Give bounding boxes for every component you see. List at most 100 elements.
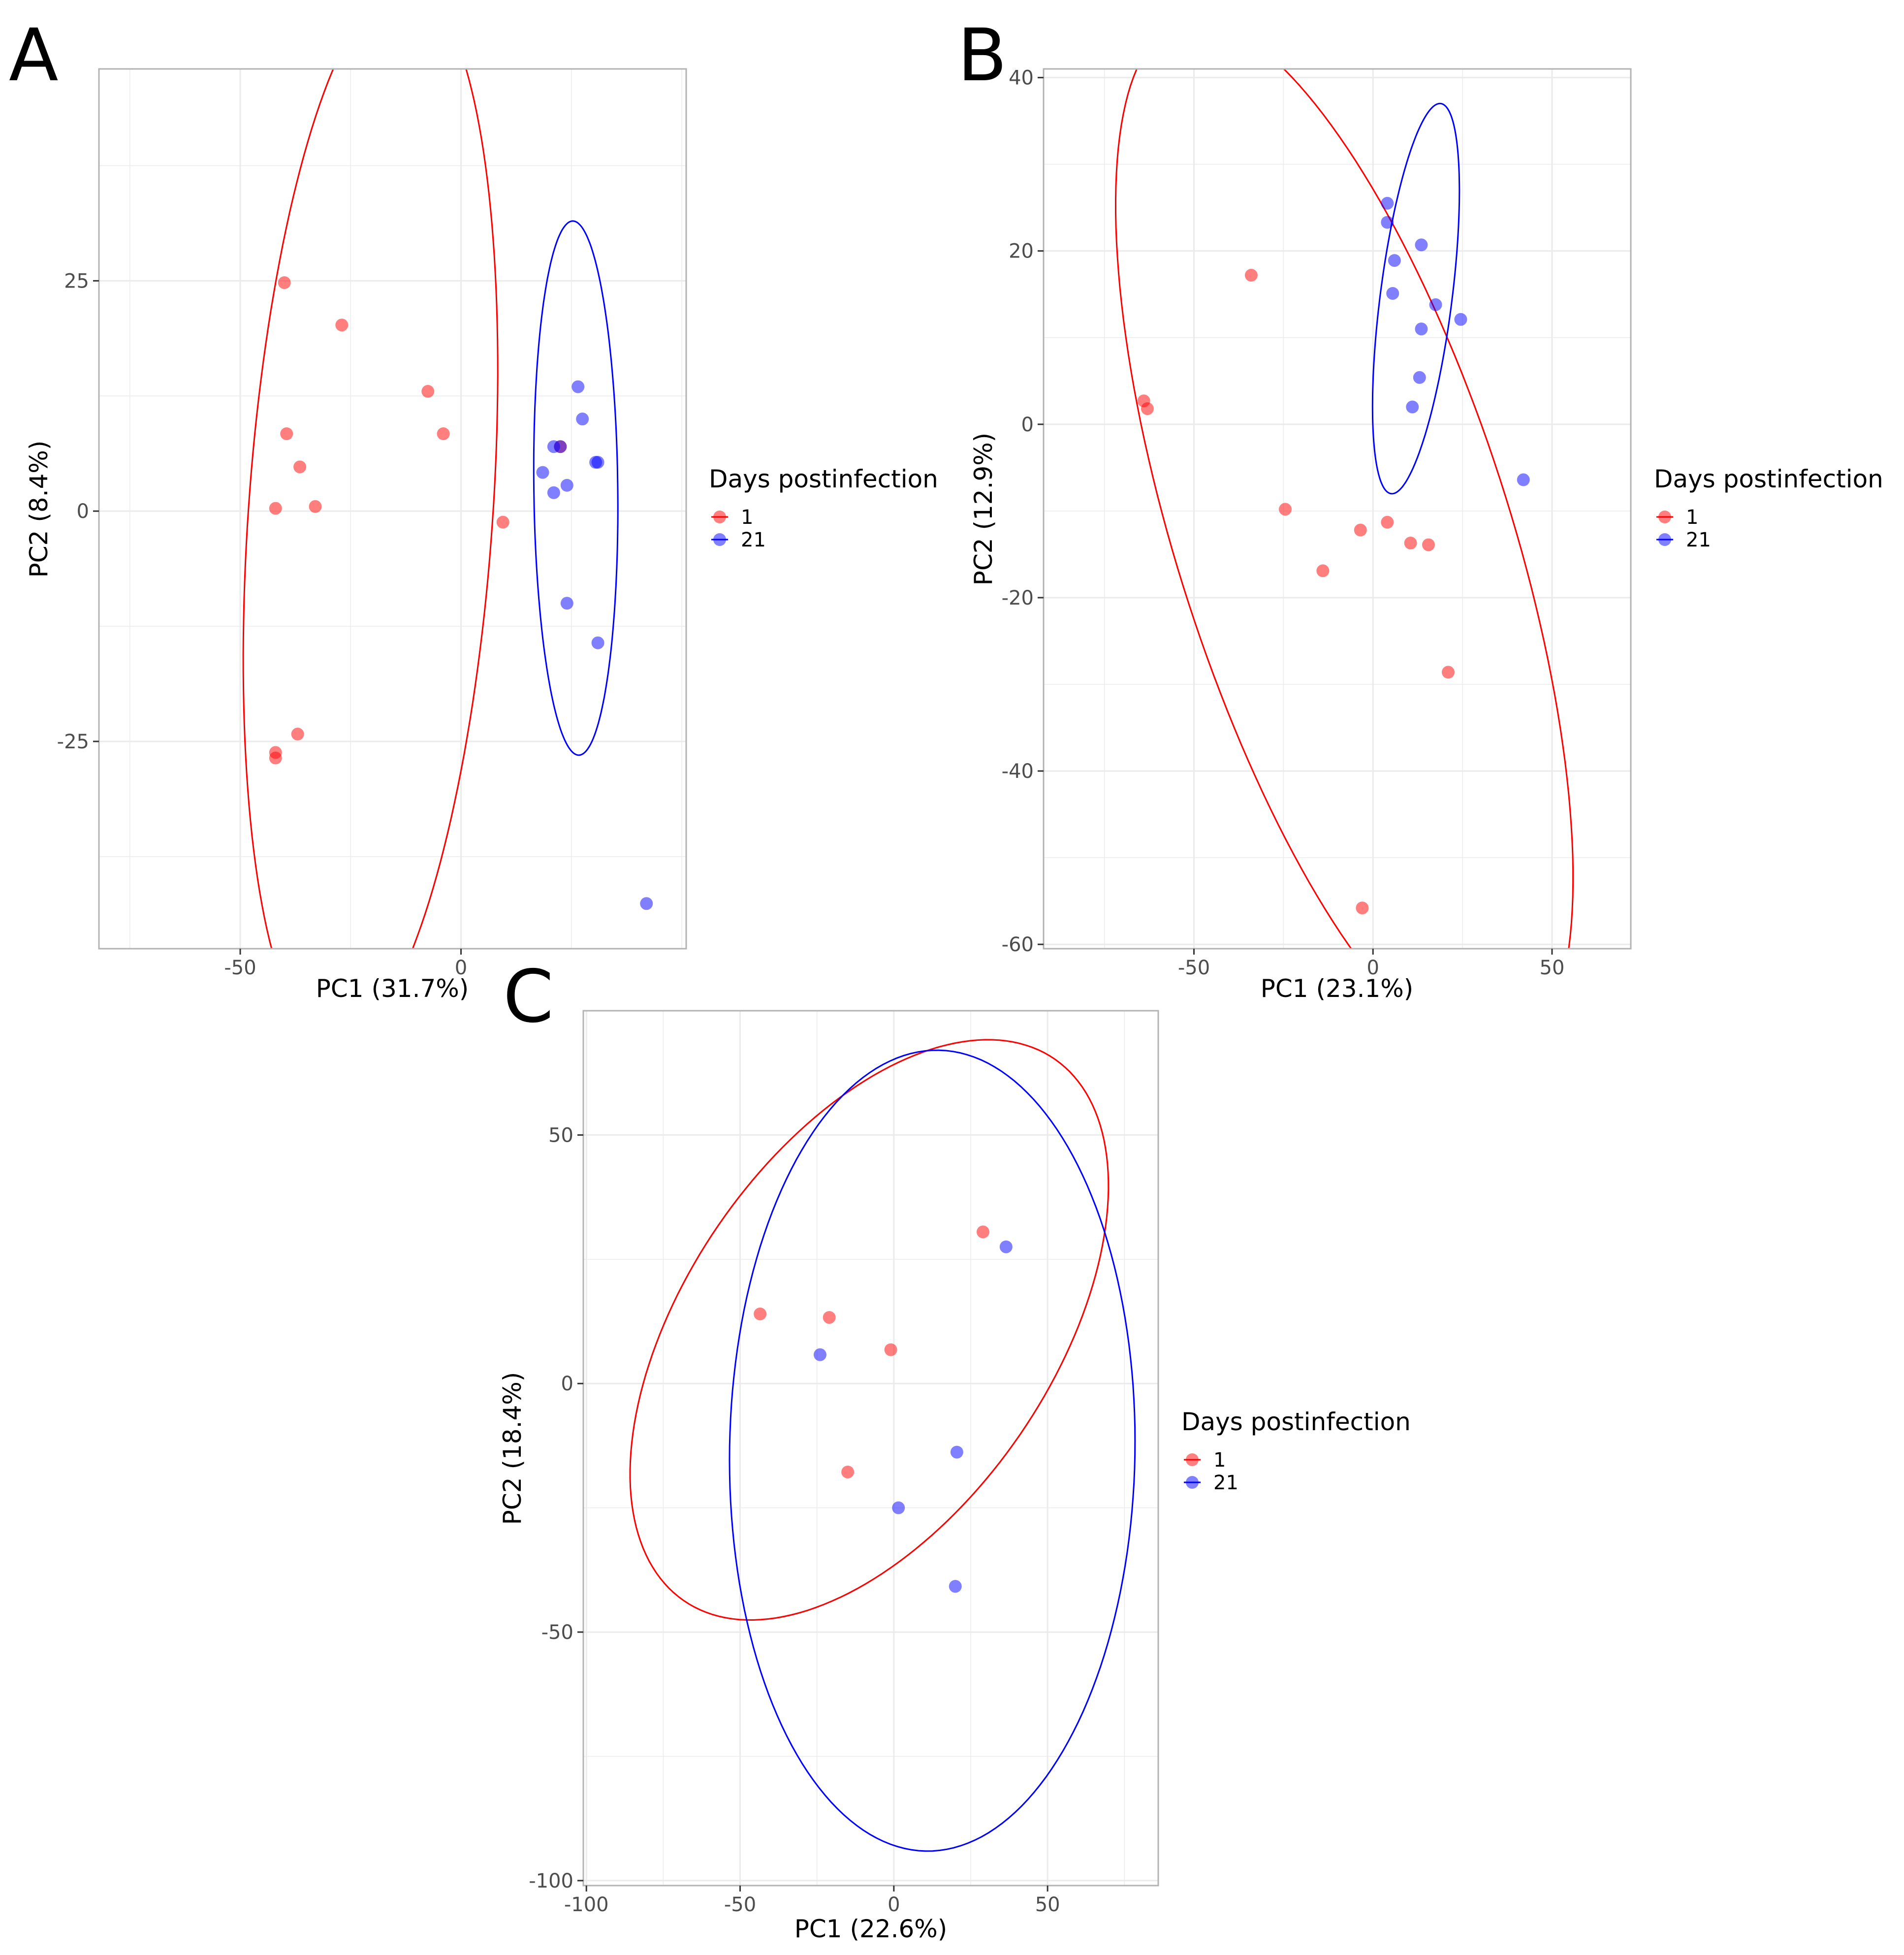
data-point: [1429, 298, 1442, 311]
legend-key-point: [713, 533, 726, 546]
data-point: [1517, 473, 1530, 486]
confidence-ellipse-group-21: [1371, 102, 1460, 495]
data-point: [999, 1240, 1013, 1253]
data-point: [278, 276, 291, 289]
data-point: [1404, 537, 1417, 550]
x-tick-label: 0: [455, 957, 467, 979]
y-axis-title: PC2 (12.9%): [969, 433, 998, 586]
y-tick-label: 50: [548, 1124, 573, 1147]
data-point: [547, 486, 560, 499]
panel-border: [582, 1010, 1159, 1887]
x-axis-title: PC1 (23.1%): [1261, 974, 1414, 1003]
x-axis-title: PC1 (22.6%): [794, 1915, 948, 1943]
plot-background: [1044, 69, 1631, 949]
plot-background: [99, 69, 686, 949]
grid: [583, 1010, 1158, 1886]
data-point: [576, 413, 589, 426]
data-point: [1381, 515, 1394, 529]
data-point: [1316, 564, 1330, 577]
data-point: [976, 1225, 989, 1239]
x-tick-label: -50: [1178, 957, 1210, 979]
data-point: [496, 515, 509, 529]
data-point: [560, 479, 573, 492]
data-point: [554, 440, 567, 453]
series-21: [536, 380, 653, 910]
x-tick-label: -50: [224, 957, 256, 979]
confidence-ellipse-group-21: [533, 220, 619, 756]
panel-label: A: [9, 13, 59, 97]
data-point: [280, 427, 293, 440]
x-tick-label: -50: [724, 1893, 756, 1916]
series-21: [1381, 196, 1530, 486]
panel-label: B: [957, 13, 1007, 97]
x-tick-label: 50: [1540, 957, 1565, 979]
data-point: [1442, 666, 1455, 679]
data-point: [813, 1348, 826, 1361]
x-axis-title: PC1 (31.7%): [316, 974, 469, 1003]
y-tick-label: -40: [1002, 760, 1034, 783]
y-axis-title: PC2 (18.4%): [498, 1372, 527, 1525]
data-point: [950, 1445, 963, 1459]
data-point: [571, 380, 585, 393]
data-point: [1415, 238, 1428, 252]
data-point: [884, 1343, 897, 1356]
data-point: [269, 502, 282, 515]
y-tick-label: -50: [541, 1621, 573, 1644]
data-point: [437, 427, 450, 440]
data-point: [892, 1501, 905, 1514]
data-point: [754, 1307, 767, 1320]
legend: Days postinfection 121: [1181, 1408, 1411, 1494]
data-point: [309, 500, 322, 513]
series-21: [813, 1240, 1013, 1593]
legend-key-point: [1658, 511, 1671, 523]
y-axis-title: PC2 (8.4%): [25, 441, 53, 578]
y-tick-label: -100: [529, 1870, 573, 1892]
legend-label: 1: [1213, 1449, 1226, 1472]
plot-background: [583, 1011, 1158, 1886]
data-point: [1415, 322, 1428, 336]
panel-c: -100 -50 0 50 -100 -50 0 50 PC1 (22.6%) PC2 (18.4…: [498, 955, 1411, 1943]
data-point: [1406, 400, 1419, 414]
data-point: [291, 728, 304, 741]
confidence-ellipse-group-1: [242, 69, 499, 949]
legend-title: Days postinfection: [1181, 1408, 1411, 1436]
x-tick-label: 50: [1035, 1893, 1060, 1916]
panel-label: C: [503, 955, 554, 1039]
data-point: [1422, 538, 1435, 551]
data-point: [1454, 313, 1467, 326]
y-tick-label: 25: [64, 270, 89, 292]
data-point: [640, 897, 653, 910]
data-point: [335, 319, 349, 332]
data-point: [1356, 901, 1369, 915]
y-tick-label: -20: [1002, 587, 1034, 609]
confidence-ellipse-group-1: [1115, 69, 1574, 949]
data-point: [1381, 216, 1394, 229]
grid: [99, 69, 686, 949]
legend-key-point: [713, 511, 726, 523]
data-point: [841, 1465, 855, 1478]
grid: [1044, 69, 1631, 949]
confidence-ellipse-group-21: [729, 1049, 1136, 1852]
data-point: [1413, 371, 1426, 384]
series-1: [1137, 269, 1455, 915]
x-tick-label: -100: [564, 1893, 609, 1916]
data-point: [536, 466, 549, 479]
legend-key-point: [1658, 533, 1671, 546]
legend-title: Days postinfection: [709, 465, 938, 493]
panel-border: [1043, 68, 1632, 950]
panel-border: [98, 68, 687, 950]
data-point: [1141, 402, 1154, 416]
data-point: [591, 636, 604, 649]
confidence-ellipse-group-1: [629, 1039, 1110, 1621]
y-tick-label: 0: [77, 500, 89, 523]
data-point: [421, 385, 435, 398]
x-tick-label: 0: [888, 1893, 900, 1916]
legend-label: 21: [1213, 1472, 1238, 1494]
y-tick-label: 0: [561, 1373, 573, 1395]
data-point: [1388, 254, 1401, 267]
data-point: [1354, 523, 1367, 537]
data-point: [1244, 269, 1258, 282]
x-tick-label: 0: [1367, 957, 1379, 979]
legend-label: 21: [741, 529, 766, 551]
